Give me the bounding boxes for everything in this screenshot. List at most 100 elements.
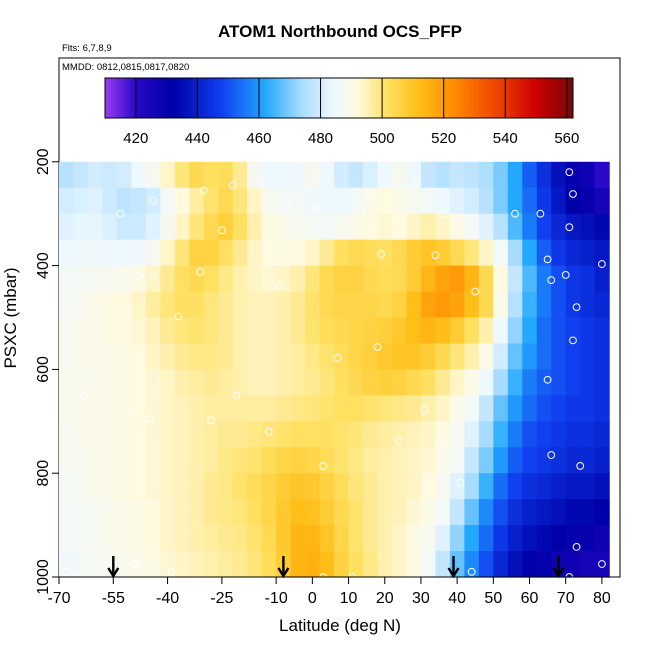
heat-cell [420,239,437,267]
heat-cell [334,525,350,552]
heat-cell [145,525,161,552]
colorbar-segment [569,78,574,118]
heat-cell [493,369,509,396]
sample-point [569,190,577,198]
colorbar-segment [538,78,543,118]
heat-cell [449,161,465,189]
heat-cell [435,291,451,319]
heat-cell [73,161,89,189]
heat-cell [580,525,596,552]
colorbar-segment [126,78,131,118]
heat-cell [594,291,610,319]
heat-cell [348,213,364,241]
heat-cell [189,343,205,370]
heat-cell [145,551,161,578]
colorbar-segment [566,78,571,118]
heat-cell [507,343,523,370]
heat-cell [305,369,321,396]
heat-cell [319,265,335,293]
heat-cell [464,551,480,578]
colorbar-segment [232,78,237,118]
heat-cell [290,499,306,526]
heat-cell [203,395,219,422]
heat-cell [406,187,422,215]
colorbar-segment [108,78,112,118]
heat-cell [247,369,263,396]
heat-cell [290,395,306,422]
heat-cell [145,343,161,370]
heat-cell [377,161,393,189]
heat-cell [348,447,364,474]
colorbar-segment [158,78,162,118]
heat-cell [59,369,75,396]
heat-cell [276,291,292,319]
heat-cell [87,239,104,267]
heat-cell [478,161,494,189]
heat-cell [493,525,509,552]
heat-cell [319,499,335,526]
heat-cell [305,421,321,448]
colorbar-segment [204,78,209,118]
colorbar-segment [136,78,140,118]
heat-cell [290,421,306,448]
heat-cell [116,187,132,215]
sample-point [598,260,606,268]
heat-cell [580,447,596,474]
heat-cell [536,317,552,345]
heat-cell [478,499,494,526]
heat-cell [493,187,509,215]
heat-cell [232,213,248,241]
colorbar-segment [460,78,465,118]
heat-cell [276,473,292,500]
heat-cell [305,161,321,189]
heat-cell [87,343,104,370]
heat-cell [594,447,610,474]
x-tick-label: 70 [557,590,575,607]
heat-cell [594,213,610,241]
heat-cell [580,213,596,241]
heat-cell [507,421,523,448]
heat-cell [551,525,567,552]
heat-cell [189,187,205,215]
heat-cell [522,213,538,241]
heat-cell [536,525,552,552]
heat-cell [580,161,596,189]
sample-point [312,203,320,212]
heat-cell [131,369,147,396]
heat-cell [435,239,451,267]
heat-cell [87,369,104,396]
colorbar-segment [211,78,215,118]
heat-cell [507,551,523,578]
sample-point [134,272,143,280]
sample-point [572,303,581,312]
heat-cell [131,525,147,552]
heat-cell [290,473,306,500]
colorbar-segment [342,78,346,118]
heat-cell [174,213,190,241]
heat-cell [319,161,335,189]
colorbar-labels: 420 440 460 480 500 520 540 560 [123,130,579,147]
heat-cell [305,213,321,241]
chart-title: ATOM1 Northbound OCS_PFP [218,22,462,41]
colorbar-segment [351,78,356,118]
heat-cell [290,161,306,189]
heat-cell [580,239,596,267]
heat-cell [116,473,132,500]
heat-cell [305,317,321,345]
colorbar-segment [501,78,505,118]
heat-cell [276,499,292,526]
heat-cell [232,447,248,474]
heat-cell [406,421,422,448]
colorbar-segment [507,78,512,118]
heat-cell [290,343,306,370]
heat-cell [290,265,306,293]
heat-cell [363,187,379,215]
heat-cell [131,291,147,319]
heat-cell [131,421,147,448]
heat-cell [261,447,277,474]
heat-cell [507,447,523,474]
colorbar-segment [379,78,384,118]
heat-cell [420,291,437,319]
heat-cell [464,161,480,189]
colorbar-segment [554,78,558,118]
